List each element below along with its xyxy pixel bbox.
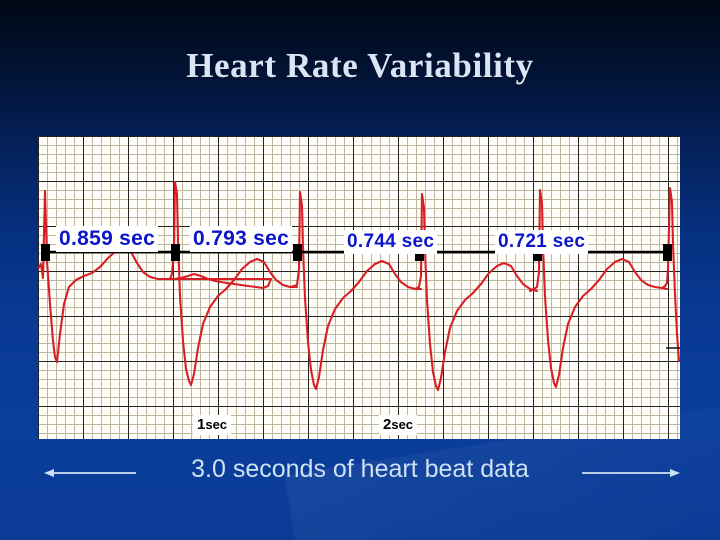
interval-label-2: 0.793 sec — [190, 226, 293, 252]
caption-text: 3.0 seconds of heart beat data — [191, 455, 529, 483]
interval-label-3: 0.744 sec — [344, 230, 438, 254]
crosshair-cursor-icon — [666, 347, 680, 349]
ecg-trace — [38, 180, 680, 392]
time-tick-2sec-value: 2 — [383, 416, 392, 433]
left-arrow-icon — [44, 469, 136, 477]
time-tick-1sec-value: 1 — [197, 416, 206, 433]
time-tick-2sec: 2sec — [379, 415, 418, 435]
page-title: Heart Rate Variability — [186, 46, 534, 85]
interval-measure-line — [41, 244, 672, 261]
interval-label-4: 0.721 sec — [495, 230, 589, 254]
interval-label-1: 0.859 sec — [56, 226, 159, 252]
time-tick-1sec-unit: sec — [205, 417, 228, 432]
time-tick-1sec: 1sec — [193, 415, 232, 435]
right-arrow-icon — [582, 469, 680, 477]
time-tick-2sec-unit: sec — [391, 417, 414, 432]
ecg-chart[interactable]: 0.859 sec 0.793 sec 0.744 sec 0.721 sec … — [38, 136, 680, 439]
caption-row: 3.0 seconds of heart beat data — [0, 455, 720, 495]
ecg-grid-major — [38, 136, 680, 439]
